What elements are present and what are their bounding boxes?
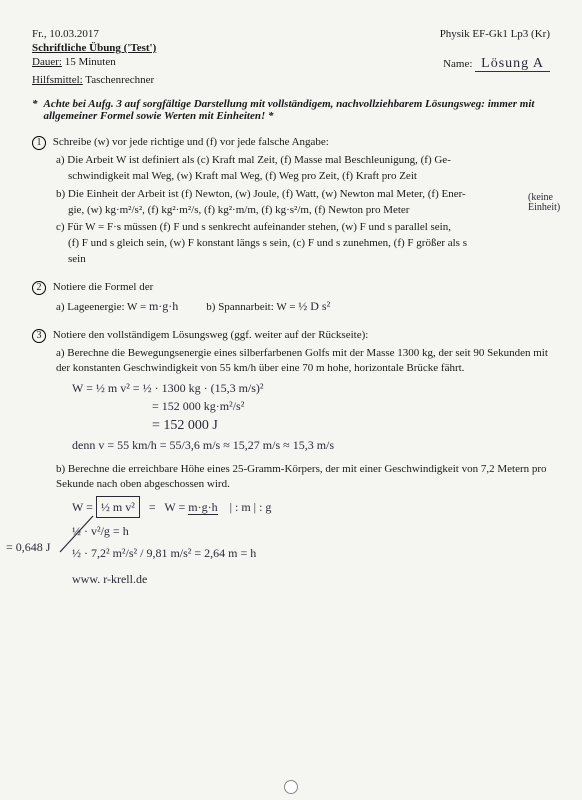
q2a: a) Lageenergie: W = m·g·h <box>56 298 178 315</box>
q3b-working: W = ½ m v² = W = m·g·h | : m | : g ½ · v… <box>72 496 550 588</box>
q3b-margin-result: = 0,648 J <box>6 540 50 555</box>
q1c: c) Für W = F·s müssen (f) F und s senkre… <box>56 220 550 235</box>
q1a-cont: schwindigkeit mal Weg, (w) Kraft mal Weg… <box>68 169 550 184</box>
q3a-working: W = ½ m v² = ½ · 1300 kg · (15,3 m/s)² =… <box>72 379 550 454</box>
subject: Physik EF-Gk1 Lp3 (Kr) <box>440 28 550 40</box>
arrow-line-icon <box>58 514 98 554</box>
q1c-cont: (f) F und s gleich sein, (w) F konstant … <box>68 236 550 251</box>
instruction-note: * Achte bei Aufg. 3 auf sorgfältige Dars… <box>32 98 550 122</box>
q1c-cont2: sein <box>68 252 550 267</box>
url: www. r-krell.de <box>72 570 550 588</box>
q2b: b) Spannarbeit: W = ½ D s² <box>206 298 330 315</box>
q1b: b) Die Einheit der Arbeit ist (f) Newton… <box>56 187 550 202</box>
question-1: 1 Schreibe (w) vor jede richtige und (f)… <box>32 136 550 267</box>
question-2: 2 Notiere die Formel der a) Lageenergie:… <box>32 281 550 315</box>
question-3: 3 Notiere den vollständigem Lösungsweg (… <box>32 329 550 588</box>
q1b-cont: gie, (w) kg·m²/s², (f) kg²·m²/s, (f) kg²… <box>68 203 550 218</box>
exam-title: Schriftliche Übung ('Test') <box>32 42 156 54</box>
q3b: b) Berechne die erreichbare Höhe eines 2… <box>56 462 550 492</box>
q3-number: 3 <box>32 329 46 343</box>
name-field: Name: Lösung A <box>443 56 550 72</box>
q1a: a) Die Arbeit W ist definiert als (c) Kr… <box>56 153 550 168</box>
duration: Dauer: 15 Minuten <box>32 56 116 72</box>
q1b-margin-note: (keine Einheit) <box>528 193 568 213</box>
q1-number: 1 <box>32 136 46 150</box>
q3a: a) Berechne die Bewegungsenergie eines s… <box>56 346 550 376</box>
date: Fr., 10.03.2017 <box>32 28 99 40</box>
aids: Hilfsmittel: Taschenrechner <box>32 74 550 86</box>
punch-hole-icon <box>284 780 298 794</box>
q2-number: 2 <box>32 281 46 295</box>
